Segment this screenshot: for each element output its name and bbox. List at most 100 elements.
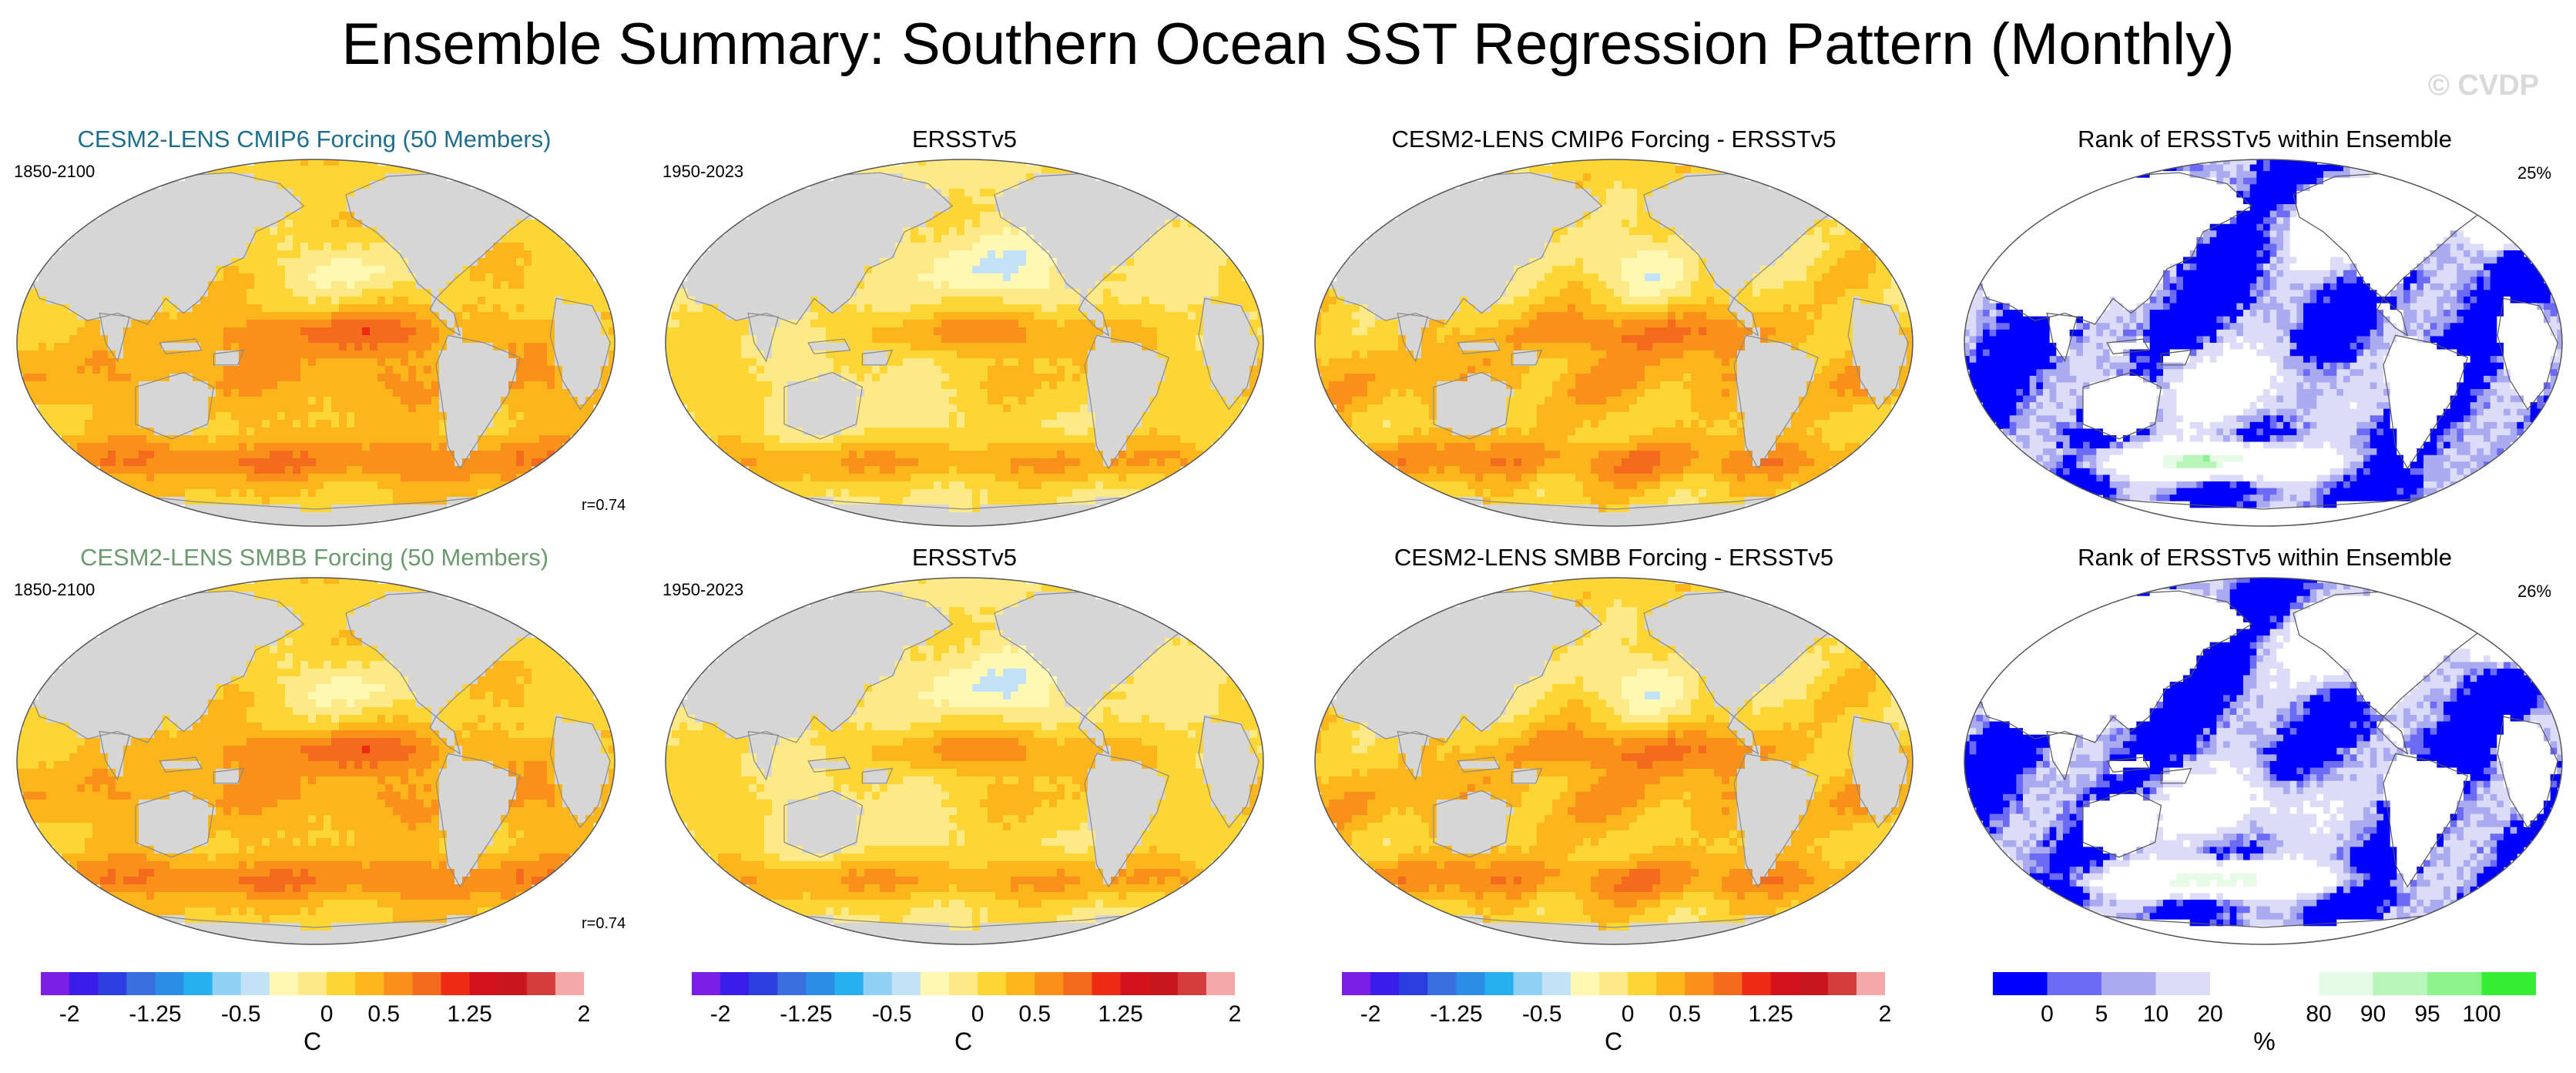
sst-grid-cell bbox=[223, 466, 232, 474]
sst-grid-cell bbox=[247, 250, 255, 259]
sst-grid-cell bbox=[408, 381, 417, 390]
sst-grid-cell bbox=[485, 220, 494, 228]
sst-grid-cell bbox=[570, 389, 579, 397]
sst-grid-cell bbox=[1172, 227, 1181, 236]
sst-grid-cell bbox=[162, 435, 170, 444]
sst-grid-cell bbox=[300, 358, 309, 367]
sst-grid-cell bbox=[934, 273, 942, 282]
sst-grid-cell bbox=[1034, 381, 1042, 390]
sst-grid-cell bbox=[270, 204, 278, 213]
sst-grid-cell bbox=[316, 466, 324, 474]
sst-grid-cell bbox=[1226, 273, 1235, 282]
sst-grid-cell bbox=[1088, 358, 1096, 367]
sst-grid-cell bbox=[231, 404, 240, 413]
sst-grid-cell bbox=[1103, 281, 1112, 290]
sst-grid-cell bbox=[431, 196, 440, 205]
sst-grid-cell bbox=[1211, 250, 1219, 259]
sst-grid-cell bbox=[239, 281, 247, 290]
sst-grid-cell bbox=[431, 474, 440, 482]
sst-grid-cell bbox=[193, 312, 201, 320]
sst-grid-cell bbox=[308, 173, 317, 182]
sst-grid-cell bbox=[347, 227, 355, 236]
sst-grid-cell bbox=[408, 404, 417, 413]
sst-grid-cell bbox=[539, 304, 548, 313]
sst-grid-cell bbox=[370, 404, 378, 413]
sst-grid-cell bbox=[718, 320, 726, 328]
sst-grid-cell bbox=[493, 273, 501, 282]
sst-grid-cell bbox=[957, 166, 965, 174]
sst-grid-cell bbox=[416, 481, 424, 490]
sst-grid-cell bbox=[1126, 235, 1135, 243]
sst-grid-cell bbox=[795, 235, 803, 243]
sst-grid-cell bbox=[262, 312, 270, 320]
sst-grid-cell bbox=[880, 281, 888, 290]
sst-grid-cell bbox=[277, 320, 286, 328]
sst-grid-cell bbox=[247, 466, 255, 474]
sst-grid-cell bbox=[92, 443, 101, 451]
sst-grid-cell bbox=[562, 320, 571, 328]
sst-grid-cell bbox=[347, 320, 355, 328]
sst-grid-cell bbox=[308, 312, 317, 320]
sst-grid-cell bbox=[262, 227, 270, 236]
sst-grid-cell bbox=[1211, 389, 1219, 397]
sst-grid-cell bbox=[1080, 212, 1088, 220]
sst-grid-cell bbox=[254, 327, 263, 336]
sst-grid-cell bbox=[123, 466, 132, 474]
sst-grid-cell bbox=[324, 250, 332, 259]
sst-grid-cell bbox=[941, 350, 950, 359]
sst-grid-cell bbox=[285, 389, 293, 397]
sst-grid-cell bbox=[1149, 243, 1158, 251]
sst-grid-cell bbox=[131, 273, 139, 282]
sst-grid-cell bbox=[470, 489, 478, 498]
sst-grid-cell bbox=[895, 289, 904, 297]
sst-grid-cell bbox=[108, 366, 116, 374]
sst-grid-cell bbox=[741, 374, 750, 382]
sst-grid-cell bbox=[1249, 312, 1258, 320]
sst-grid-cell bbox=[1119, 196, 1127, 205]
sst-grid-cell bbox=[223, 235, 232, 243]
sst-grid-cell bbox=[485, 366, 494, 374]
sst-grid-cell bbox=[1003, 243, 1011, 251]
sst-grid-cell bbox=[139, 458, 147, 467]
sst-grid-cell bbox=[795, 312, 803, 320]
sst-grid-cell bbox=[911, 281, 919, 290]
sst-grid-cell bbox=[331, 443, 340, 451]
sst-grid-cell bbox=[1018, 212, 1027, 220]
sst-grid-cell bbox=[324, 428, 332, 436]
sst-grid-cell bbox=[324, 397, 332, 405]
sst-grid-cell bbox=[62, 250, 70, 259]
sst-grid-cell bbox=[108, 266, 116, 274]
sst-grid-cell bbox=[880, 335, 888, 344]
sst-grid-cell bbox=[887, 266, 896, 274]
sst-grid-cell bbox=[108, 458, 116, 467]
sst-grid-cell bbox=[139, 374, 147, 382]
sst-grid-cell bbox=[849, 289, 857, 297]
sst-grid-cell bbox=[1080, 250, 1088, 259]
sst-grid-cell bbox=[593, 304, 602, 313]
sst-grid-cell bbox=[331, 166, 340, 174]
sst-grid-cell bbox=[69, 412, 78, 421]
sst-grid-cell bbox=[370, 366, 378, 374]
sst-grid-cell bbox=[447, 350, 455, 359]
sst-grid-cell bbox=[454, 204, 463, 213]
sst-grid-cell bbox=[200, 250, 209, 259]
sst-grid-cell bbox=[354, 412, 363, 421]
sst-grid-cell bbox=[377, 397, 386, 405]
sst-grid-cell bbox=[239, 505, 247, 513]
sst-grid-cell bbox=[239, 196, 247, 205]
sst-grid-cell bbox=[293, 320, 301, 328]
sst-grid-cell bbox=[672, 350, 680, 359]
sst-grid-cell bbox=[354, 512, 363, 521]
pattern-correlation-label: r=0.74 bbox=[582, 497, 626, 515]
sst-grid-cell bbox=[1188, 335, 1196, 344]
sst-grid-cell bbox=[46, 366, 55, 374]
sst-grid-cell bbox=[131, 335, 139, 344]
sst-grid-cell bbox=[339, 327, 347, 336]
sst-grid-cell bbox=[957, 258, 965, 267]
sst-grid-cell bbox=[764, 266, 773, 274]
sst-grid-cell bbox=[1057, 204, 1065, 213]
sst-grid-cell bbox=[532, 381, 540, 390]
sst-grid-cell bbox=[116, 281, 124, 290]
sst-grid-cell bbox=[177, 181, 186, 189]
sst-grid-cell bbox=[362, 196, 371, 205]
